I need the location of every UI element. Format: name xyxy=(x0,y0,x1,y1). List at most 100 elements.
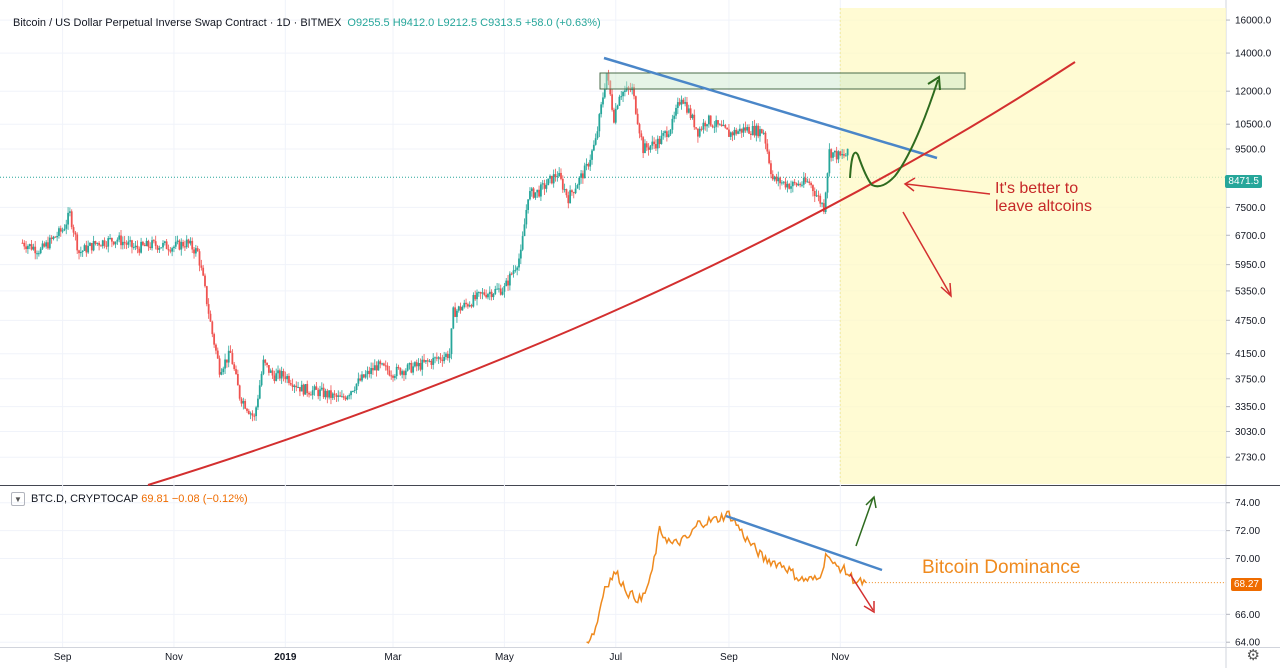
candle-body xyxy=(414,362,416,367)
candle-body xyxy=(496,288,498,290)
candle-body xyxy=(98,242,101,246)
candle-body xyxy=(445,353,447,357)
time-axis[interactable]: Sep Nov 2019 Mar May Jul Sep Nov xyxy=(54,652,850,663)
candle-body xyxy=(642,137,645,154)
dominance-last-label: 68.27 xyxy=(1230,578,1262,591)
time-tick-label: 2019 xyxy=(274,652,297,663)
candle-body xyxy=(731,132,734,136)
candle-body xyxy=(432,357,435,365)
candle-body xyxy=(435,357,438,359)
price-axis[interactable]: 16000.0 14000.0 12000.0 10500.0 9500.0 7500.0… xyxy=(1226,16,1272,649)
candle-body xyxy=(162,242,164,248)
candle-body xyxy=(770,163,772,175)
candle-body xyxy=(189,240,192,244)
candle-body xyxy=(706,124,708,127)
candle-body xyxy=(226,359,228,363)
candle-body xyxy=(828,149,831,174)
candle-body xyxy=(739,128,741,132)
candle-body xyxy=(735,129,738,134)
price-tick-label: 2730.0 xyxy=(1235,453,1266,464)
candle-body xyxy=(529,191,531,200)
candle-body xyxy=(505,280,508,286)
candle-body xyxy=(510,273,513,275)
candle-body xyxy=(415,362,418,367)
candle-body xyxy=(348,395,351,397)
candle-body xyxy=(822,203,825,213)
dominance-down-arrowhead xyxy=(863,601,875,614)
candle-body xyxy=(660,135,663,145)
candle-body xyxy=(293,385,296,388)
candle-body xyxy=(87,245,90,253)
candle-body xyxy=(72,227,75,233)
candle-body xyxy=(132,246,135,248)
candle-body xyxy=(247,410,250,415)
candle-body xyxy=(169,250,172,252)
candle-body xyxy=(158,248,161,250)
candle-body xyxy=(286,375,289,380)
candle-body xyxy=(224,359,226,369)
change-value: +58.0 (+0.63%) xyxy=(524,17,601,29)
candle-body xyxy=(645,143,648,148)
candle-body xyxy=(131,240,133,248)
candle-body xyxy=(611,94,614,110)
candle-body xyxy=(720,124,723,127)
candle-body xyxy=(799,183,802,186)
candle-body xyxy=(27,246,29,250)
candle-body xyxy=(187,239,190,244)
candle-body xyxy=(737,131,739,134)
candle-body xyxy=(636,113,639,125)
candle-body xyxy=(149,246,152,249)
gear-icon[interactable]: ⚙ xyxy=(1246,647,1260,664)
chevron-down-icon[interactable]: ▼ xyxy=(11,492,25,506)
candlestick-series xyxy=(21,69,849,422)
candle-body xyxy=(543,183,546,189)
candle-body xyxy=(216,350,219,359)
candle-body xyxy=(136,245,139,249)
candle-body xyxy=(779,177,781,184)
candle-body xyxy=(74,232,77,235)
candle-body xyxy=(729,132,732,137)
candle-body xyxy=(253,415,256,417)
candle-body xyxy=(70,211,73,228)
candle-body xyxy=(236,374,239,386)
candle-body xyxy=(474,295,477,300)
candle-body xyxy=(291,384,294,388)
candle-body xyxy=(715,120,718,127)
price-tick-label: 3350.0 xyxy=(1235,402,1266,413)
candle-body xyxy=(519,249,522,259)
candle-body xyxy=(355,383,358,390)
candle-body xyxy=(488,291,491,295)
candle-body xyxy=(370,368,373,375)
candle-body xyxy=(194,248,197,254)
price-tick-label: 6700.0 xyxy=(1235,231,1266,242)
candle-body xyxy=(167,249,170,251)
candle-body xyxy=(404,370,407,376)
candle-body xyxy=(220,372,223,375)
candle-body xyxy=(830,149,833,158)
candle-body xyxy=(571,190,573,193)
candle-body xyxy=(572,192,575,194)
candle-body xyxy=(541,183,544,185)
candle-body xyxy=(313,386,316,391)
candle-body xyxy=(302,384,305,395)
candle-body xyxy=(580,173,582,178)
candle-body xyxy=(833,150,836,153)
candle-body xyxy=(775,176,778,182)
candle-body xyxy=(607,73,610,81)
candle-body xyxy=(331,393,334,398)
candle-body xyxy=(61,230,64,232)
candle-body xyxy=(492,293,495,298)
candle-body xyxy=(205,286,208,305)
candle-body xyxy=(193,249,195,254)
candle-body xyxy=(671,118,674,130)
candle-body xyxy=(317,389,320,397)
candle-body xyxy=(658,138,661,145)
candle-body xyxy=(581,173,584,179)
ascending-support-curve xyxy=(147,61,1076,486)
candle-body xyxy=(255,407,258,417)
candle-body xyxy=(784,181,787,188)
candle-body xyxy=(110,237,113,242)
candle-body xyxy=(386,365,389,371)
candle-body xyxy=(662,133,665,136)
